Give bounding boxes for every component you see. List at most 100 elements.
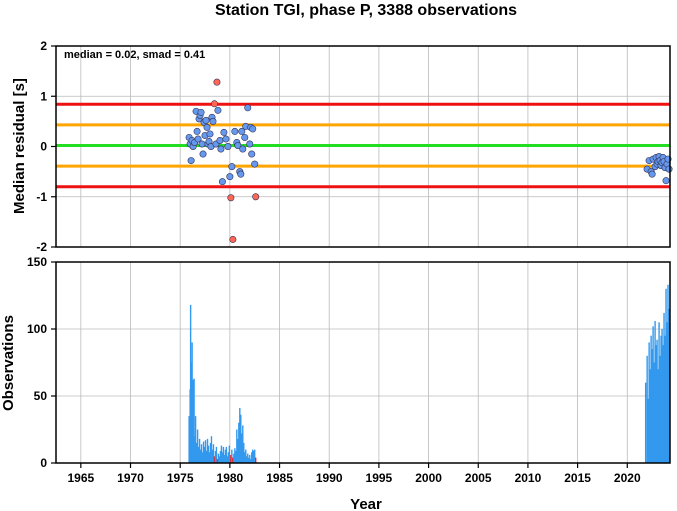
observations-frame	[55, 261, 671, 464]
observation-bar	[666, 322, 668, 463]
residual-point	[199, 150, 207, 158]
residual-point	[237, 170, 245, 178]
y-tick-label: 1	[40, 89, 47, 103]
observation-bar	[202, 441, 205, 463]
x-tick-label: 1975	[167, 471, 194, 485]
residual-point	[648, 170, 656, 178]
outlier-point	[213, 78, 221, 86]
observation-bar	[199, 449, 202, 463]
outlier-bar	[213, 456, 216, 463]
observation-bar	[242, 425, 244, 463]
observation-bar	[192, 379, 194, 463]
y-tick-label: 100	[27, 322, 47, 336]
residual-y-axis-label: Median residual [s]	[11, 78, 28, 214]
y-tick-label: -2	[36, 240, 47, 254]
y-tick-label: 2	[40, 39, 47, 53]
x-tick-label: 2020	[614, 471, 641, 485]
residual-point	[231, 127, 239, 135]
observation-bar	[663, 312, 665, 463]
residual-point	[197, 108, 205, 116]
observation-bar	[200, 444, 203, 463]
residual-point	[193, 127, 201, 135]
observation-bar	[224, 449, 227, 463]
observation-bar	[665, 288, 667, 463]
outlier-bar	[230, 454, 232, 463]
residual-point	[209, 117, 217, 125]
observation-bar	[234, 448, 236, 463]
observation-bar	[249, 454, 251, 463]
y-tick-label: 0	[40, 140, 47, 154]
x-tick-label: 1980	[217, 471, 244, 485]
observation-bar	[231, 449, 233, 463]
observation-bar	[227, 452, 230, 463]
observation-bar	[236, 429, 238, 463]
observation-bar	[239, 408, 241, 463]
observation-bar	[667, 284, 669, 463]
observation-bar	[254, 449, 256, 463]
observation-bar	[651, 349, 653, 463]
residual-point	[203, 123, 211, 131]
observation-bar	[646, 355, 648, 463]
observation-bar	[240, 414, 242, 463]
observation-bar	[205, 450, 208, 463]
observations-grid	[56, 261, 670, 464]
observation-bar	[245, 449, 247, 463]
observation-bar	[662, 345, 664, 463]
observation-bar	[194, 416, 197, 463]
year-x-axis-label: Year	[350, 496, 382, 511]
observation-bar	[664, 335, 666, 463]
observation-bar	[221, 452, 224, 463]
chart-title: Station TGI, phase P, 3388 observations	[215, 2, 517, 19]
residual-point	[248, 150, 256, 158]
observation-bar	[661, 329, 663, 463]
residual-point	[224, 143, 232, 151]
residual-y-ticks: -2 -1 0 1 2	[36, 39, 56, 254]
observation-bar	[217, 453, 220, 463]
residual-point	[198, 140, 206, 148]
residual-point	[218, 178, 226, 186]
observation-bar	[218, 456, 221, 463]
observation-bar	[226, 456, 229, 463]
observation-bar	[241, 433, 243, 463]
observation-bars	[188, 284, 670, 463]
outlier-bar	[254, 457, 257, 463]
residual-point	[244, 104, 252, 112]
observation-bar	[204, 440, 207, 463]
residual-point	[251, 160, 259, 168]
observation-bar	[650, 335, 652, 463]
observation-bar	[244, 452, 246, 463]
observation-bar	[212, 444, 215, 463]
observation-bar	[237, 438, 239, 463]
observation-bar	[649, 369, 651, 463]
observation-bar	[668, 308, 670, 463]
outlier-point	[229, 235, 237, 243]
observation-bar	[188, 416, 190, 463]
y-tick-label: 50	[34, 389, 48, 403]
observations-y-ticks: 0 50 100 150	[27, 255, 56, 470]
observation-bar	[656, 339, 658, 463]
y-tick-label: -1	[36, 190, 47, 204]
observations-y-axis-label: Observations	[0, 315, 17, 411]
observation-bar	[235, 450, 237, 463]
outlier-point	[227, 194, 235, 202]
year-x-ticks: 1965 1970 1975 1980 1985 1990 1995 2000 2005 2010…	[67, 463, 641, 485]
residual-point	[249, 125, 257, 133]
observation-bar	[193, 378, 195, 463]
x-tick-label: 2000	[415, 471, 442, 485]
outlier-point	[210, 100, 218, 108]
x-tick-label: 1990	[316, 471, 343, 485]
residual-point	[202, 116, 210, 124]
observation-bar	[197, 446, 200, 463]
residual-point	[206, 130, 214, 138]
observation-bar	[209, 442, 212, 463]
observation-bar	[652, 326, 654, 463]
observation-bar	[655, 345, 657, 463]
observation-bar	[219, 450, 222, 463]
stats-annotation: median = 0.02, smad = 0.41	[64, 49, 205, 61]
observation-bar	[225, 446, 228, 463]
residual-point	[246, 140, 254, 148]
observation-bar	[253, 450, 255, 463]
residual-point	[214, 106, 222, 114]
residual-point	[222, 135, 230, 143]
observation-bar	[215, 446, 218, 463]
